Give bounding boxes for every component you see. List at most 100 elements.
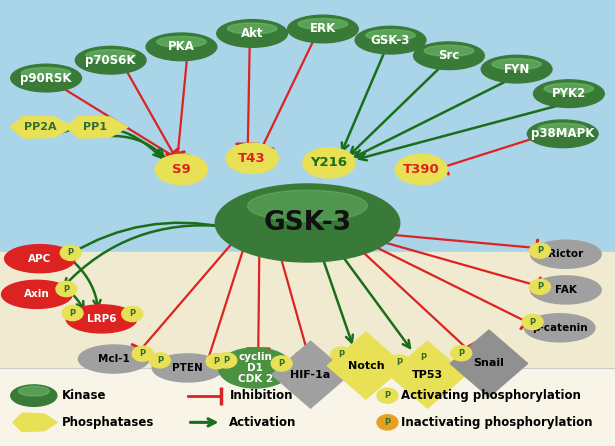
Ellipse shape <box>331 347 352 362</box>
Text: Inhibition: Inhibition <box>229 389 293 402</box>
Text: P: P <box>213 357 220 366</box>
Ellipse shape <box>530 243 550 258</box>
Ellipse shape <box>531 276 601 304</box>
Ellipse shape <box>76 46 146 74</box>
Text: P: P <box>338 350 344 359</box>
Text: P: P <box>384 391 391 400</box>
Text: APC: APC <box>28 254 52 264</box>
Ellipse shape <box>528 120 598 148</box>
Ellipse shape <box>530 279 550 294</box>
Ellipse shape <box>152 354 223 382</box>
Ellipse shape <box>216 353 237 368</box>
Ellipse shape <box>215 184 400 262</box>
Ellipse shape <box>18 386 49 396</box>
Text: PP1: PP1 <box>83 122 108 132</box>
Text: GSK-3: GSK-3 <box>263 210 352 236</box>
Text: P: P <box>458 349 464 358</box>
Ellipse shape <box>86 50 135 61</box>
Text: ERK: ERK <box>310 22 336 36</box>
Text: cyclin
D1
CDK 2: cyclin D1 CDK 2 <box>237 352 273 384</box>
Ellipse shape <box>522 314 543 330</box>
Ellipse shape <box>413 350 434 365</box>
Text: P: P <box>397 358 403 367</box>
Ellipse shape <box>4 244 76 273</box>
Ellipse shape <box>524 314 595 342</box>
Text: Mcl-1: Mcl-1 <box>98 354 130 364</box>
Text: LRP6: LRP6 <box>87 314 116 324</box>
Text: P: P <box>140 349 146 358</box>
Ellipse shape <box>303 148 355 178</box>
Text: P: P <box>537 282 543 291</box>
Text: β-catenin: β-catenin <box>532 323 587 333</box>
Polygon shape <box>13 413 57 432</box>
Ellipse shape <box>122 306 143 322</box>
Text: P: P <box>69 309 76 318</box>
Ellipse shape <box>155 154 208 185</box>
Polygon shape <box>66 116 128 138</box>
Ellipse shape <box>206 354 227 369</box>
Ellipse shape <box>534 80 604 107</box>
Text: Activating phosphorylation: Activating phosphorylation <box>401 389 581 402</box>
Text: P: P <box>279 359 285 368</box>
Ellipse shape <box>247 190 367 221</box>
Text: T390: T390 <box>403 163 440 176</box>
Text: PKA: PKA <box>168 40 195 54</box>
Ellipse shape <box>1 280 73 309</box>
Ellipse shape <box>538 123 587 134</box>
Ellipse shape <box>228 23 277 34</box>
Text: P: P <box>420 353 426 362</box>
Ellipse shape <box>377 415 398 430</box>
Ellipse shape <box>389 355 410 370</box>
Ellipse shape <box>62 306 83 321</box>
Ellipse shape <box>216 20 287 47</box>
Ellipse shape <box>79 345 149 373</box>
Ellipse shape <box>11 385 57 406</box>
Polygon shape <box>272 341 349 408</box>
Ellipse shape <box>395 154 448 185</box>
Ellipse shape <box>298 18 347 29</box>
Text: P: P <box>223 356 229 365</box>
Text: FYN: FYN <box>504 62 530 76</box>
Text: PYK2: PYK2 <box>552 87 586 100</box>
Text: Phosphatases: Phosphatases <box>62 416 154 429</box>
Text: P: P <box>157 356 163 365</box>
Ellipse shape <box>226 143 278 173</box>
Text: P: P <box>68 248 74 257</box>
Text: P: P <box>63 285 69 293</box>
Ellipse shape <box>149 353 170 368</box>
Ellipse shape <box>271 356 292 371</box>
Polygon shape <box>10 116 73 138</box>
Text: Inactivating phosphorylation: Inactivating phosphorylation <box>401 416 592 429</box>
Ellipse shape <box>492 58 541 70</box>
Polygon shape <box>327 332 405 399</box>
Ellipse shape <box>22 67 71 78</box>
Ellipse shape <box>10 64 81 92</box>
Ellipse shape <box>531 240 601 268</box>
Ellipse shape <box>544 83 593 94</box>
Text: Rictor: Rictor <box>548 249 584 259</box>
Text: Snail: Snail <box>474 359 504 368</box>
Text: p90RSK: p90RSK <box>20 71 72 85</box>
Text: P: P <box>384 418 391 427</box>
Text: Akt: Akt <box>241 27 263 40</box>
Text: Y216: Y216 <box>311 156 347 169</box>
Bar <box>0 252 615 446</box>
Text: Src: Src <box>438 49 459 62</box>
Ellipse shape <box>146 33 217 61</box>
Text: Activation: Activation <box>229 416 297 429</box>
Polygon shape <box>389 341 466 408</box>
Ellipse shape <box>132 346 153 361</box>
Ellipse shape <box>66 305 137 333</box>
Ellipse shape <box>424 45 474 56</box>
Ellipse shape <box>218 348 292 388</box>
Ellipse shape <box>413 42 485 70</box>
Text: Axin: Axin <box>24 289 50 299</box>
Text: HIF-1a: HIF-1a <box>290 370 331 380</box>
Text: PTEN: PTEN <box>172 363 203 373</box>
Text: Kinase: Kinase <box>62 389 106 402</box>
Ellipse shape <box>56 281 77 297</box>
Text: GSK-3: GSK-3 <box>371 33 410 47</box>
Ellipse shape <box>451 346 472 361</box>
Bar <box>0 0 615 252</box>
Text: T43: T43 <box>239 152 266 165</box>
